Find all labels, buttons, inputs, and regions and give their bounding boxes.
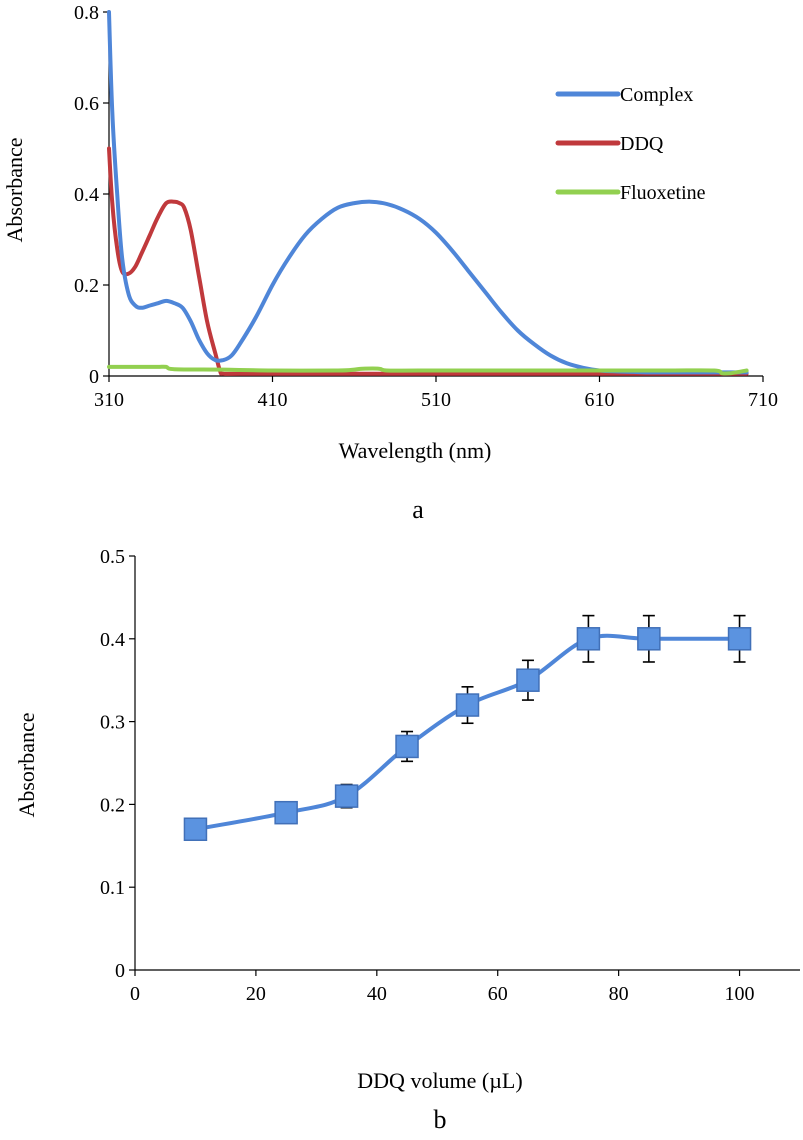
panel-a-y-axis-label: Absorbance — [2, 137, 27, 242]
series-line-ddq — [107, 146, 749, 376]
b-y-tick-label: 0.1 — [100, 877, 125, 899]
b-x-tick-label: 40 — [367, 983, 387, 1005]
a-y-tick-label: 0.4 — [74, 184, 99, 206]
panel-b-axes — [134, 556, 800, 971]
b-x-tick-label: 100 — [725, 983, 755, 1005]
legend-label-ddq: DDQ — [620, 133, 664, 155]
legend-label-complex: Complex — [620, 84, 693, 106]
panel-a-x-ticks: 310 410 510 610 710 — [94, 376, 778, 411]
panel-a-y-ticks: 0 0.2 0.4 0.6 0.8 — [74, 2, 109, 388]
panel-b-series — [183, 614, 752, 841]
data-point-marker — [516, 668, 540, 692]
data-point-marker — [455, 693, 480, 717]
a-x-tick-label: 310 — [94, 389, 124, 411]
data-point-marker — [576, 627, 601, 651]
panel-a-label: a — [412, 495, 424, 524]
series-line-absorbance — [195, 633, 740, 832]
data-point-marker — [274, 800, 298, 825]
data-point-marker — [727, 627, 752, 651]
b-x-tick-label: 80 — [609, 983, 629, 1005]
a-x-tick-label: 610 — [585, 389, 615, 411]
data-point-marker — [395, 734, 419, 759]
b-x-tick-label: 60 — [488, 983, 508, 1005]
data-point-marker — [334, 784, 359, 808]
b-y-tick-label: 0.4 — [100, 629, 125, 651]
b-y-tick-label: 0.5 — [100, 546, 125, 568]
panel-b-x-axis-label: DDQ volume (µL) — [357, 1068, 522, 1093]
panel-a-chart: 0 0.2 0.4 0.6 0.8 310 410 510 610 710 Complex DDQ… — [2, 2, 778, 524]
panel-b-x-ticks: 0 20 40 60 80 100 — [130, 970, 755, 1005]
data-point-marker — [183, 817, 208, 841]
data-point-marker — [637, 627, 661, 651]
series-line-fluoxetine — [107, 364, 749, 376]
panel-b-label: b — [434, 1105, 447, 1134]
panel-b-y-axis-label: Absorbance — [14, 712, 39, 817]
a-x-tick-label: 710 — [748, 389, 778, 411]
b-y-tick-label: 0.3 — [100, 712, 125, 734]
panel-a-series — [107, 10, 749, 376]
b-y-tick-label: 0.2 — [100, 794, 125, 816]
b-x-tick-label: 0 — [130, 983, 140, 1005]
b-x-tick-label: 20 — [246, 983, 266, 1005]
legend-label-fluoxetine: Fluoxetine — [620, 182, 706, 204]
a-x-tick-label: 410 — [258, 389, 288, 411]
a-y-tick-label: 0.2 — [74, 275, 99, 297]
a-x-tick-label: 510 — [421, 389, 451, 411]
a-y-tick-label: 0 — [89, 366, 99, 388]
panel-b-y-ticks: 0 0.1 0.2 0.3 0.4 0.5 — [100, 546, 135, 982]
panel-a-x-axis-label: Wavelength (nm) — [339, 438, 492, 463]
b-y-tick-label: 0 — [115, 960, 125, 982]
panel-a-legend: Complex DDQ Fluoxetine — [555, 84, 706, 204]
a-y-tick-label: 0.6 — [74, 93, 99, 115]
panel-b-chart: 0 0.1 0.2 0.3 0.4 0.5 0 20 40 60 80 100 DDQ volume… — [14, 546, 800, 1134]
a-y-tick-label: 0.8 — [74, 2, 99, 24]
